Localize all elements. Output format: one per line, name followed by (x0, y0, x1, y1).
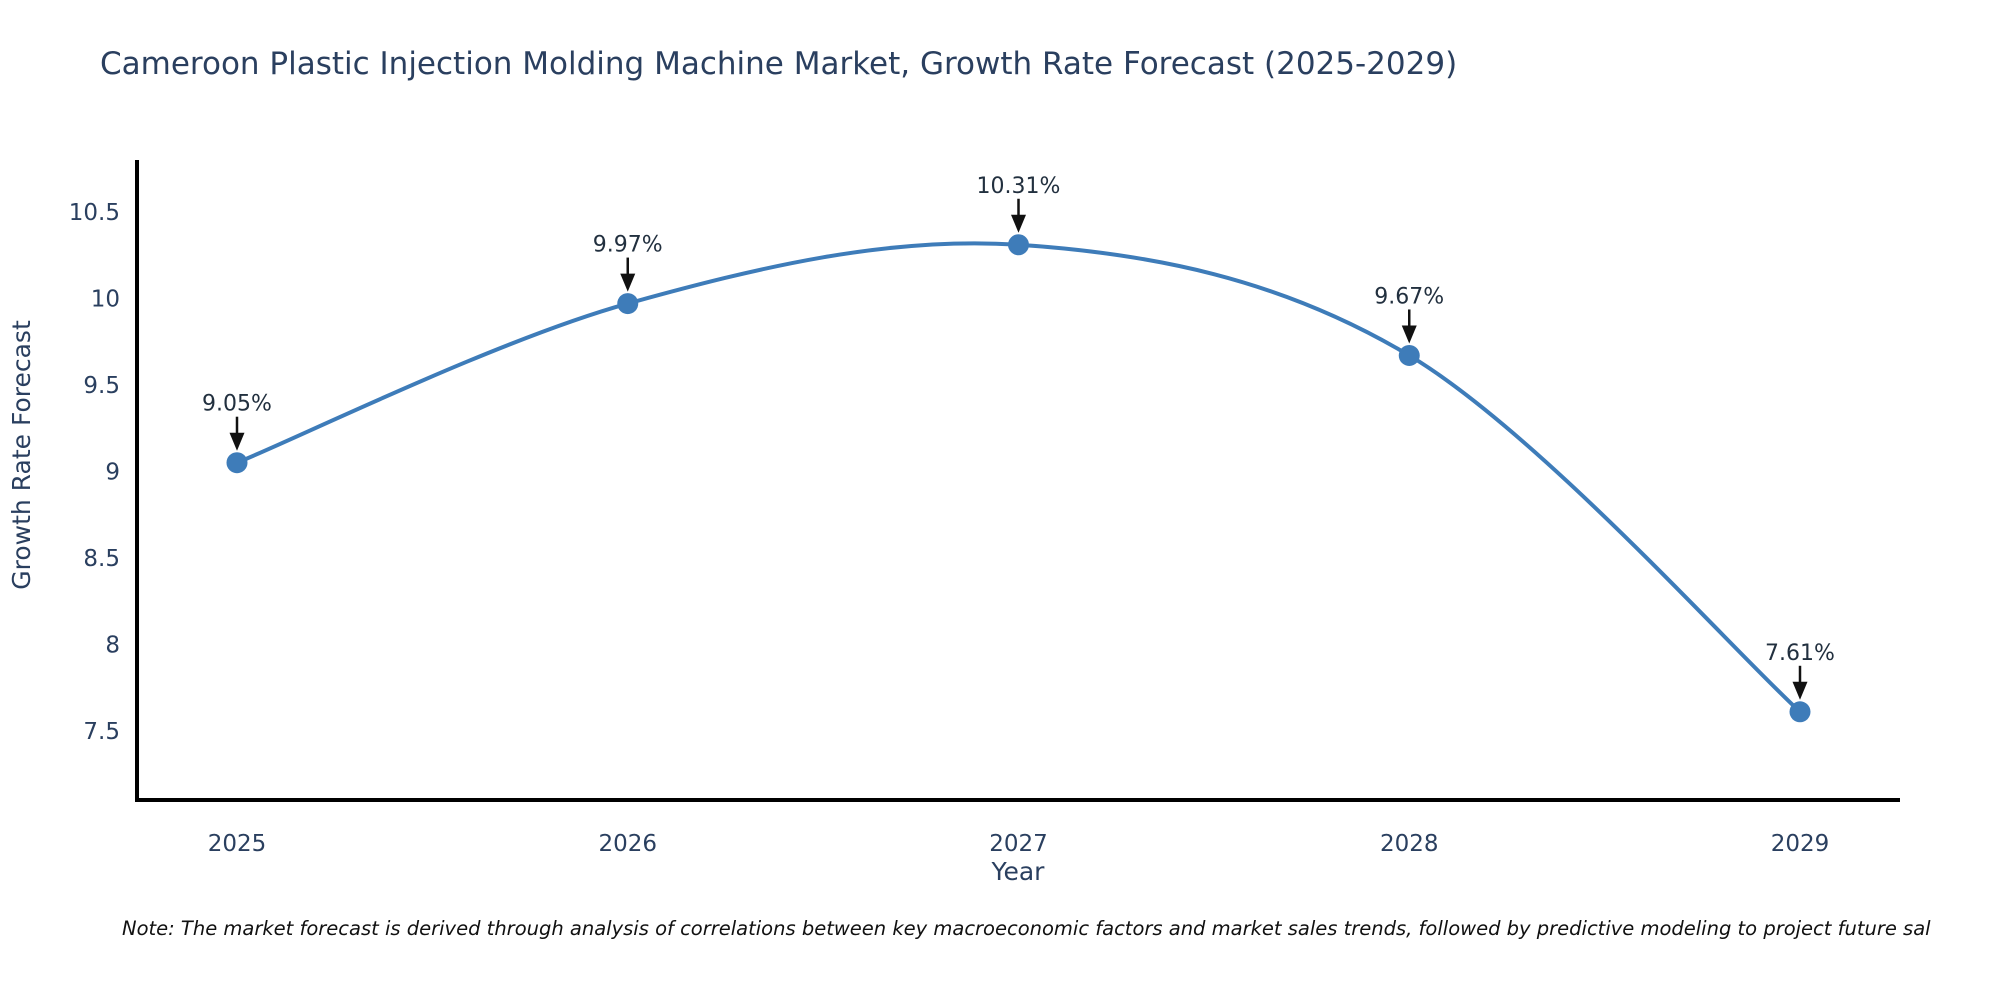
x-tick-label: 2027 (989, 831, 1048, 857)
annotation-arrow-head (229, 432, 245, 451)
x-axis-title: Year (991, 857, 1046, 886)
x-tick-label: 2029 (1771, 831, 1830, 857)
y-tick-label: 7.5 (83, 719, 120, 745)
forecast-line (236, 241, 1802, 714)
y-tick-label: 9 (105, 459, 120, 485)
data-point-marker-2028[interactable] (1398, 344, 1420, 366)
annotation-arrow-head (620, 273, 636, 292)
y-tick-label: 10 (91, 286, 120, 312)
annotation-arrow-head (1401, 325, 1417, 344)
annotation-arrow-head (1011, 214, 1026, 233)
data-point-marker-2029[interactable] (1789, 701, 1811, 723)
plot-area: 7.5 8 8.5 9 9.5 10 10.5 2025 2026 2027 2028 2029 9.0… (69, 160, 1900, 857)
y-tick-label: 8 (105, 632, 120, 658)
data-point-marker-2027[interactable] (1008, 234, 1029, 256)
y-tick-label: 10.5 (69, 200, 120, 226)
annotation-label: 7.61% (1765, 641, 1835, 666)
x-tick-label: 2028 (1380, 831, 1439, 857)
y-axis-title: Growth Rate Forecast (7, 320, 36, 590)
annotation-label: 9.67% (1374, 284, 1444, 309)
data-point-marker-2025[interactable] (226, 452, 248, 474)
x-tick-label: 2026 (598, 831, 657, 857)
annotation-label: 9.97% (593, 233, 663, 258)
annotation-label: 10.31% (977, 174, 1061, 199)
data-point-marker-2026[interactable] (617, 293, 639, 315)
chart-title: Cameroon Plastic Injection Molding Machi… (100, 46, 1458, 82)
y-tick-label: 9.5 (83, 373, 120, 399)
x-tick-label: 2025 (208, 831, 267, 857)
footnote: Note: The market forecast is derived thr… (122, 917, 1931, 940)
annotation-label: 9.05% (202, 392, 272, 417)
y-tick-label: 8.5 (83, 546, 120, 572)
annotation-arrow-head (1792, 681, 1808, 700)
